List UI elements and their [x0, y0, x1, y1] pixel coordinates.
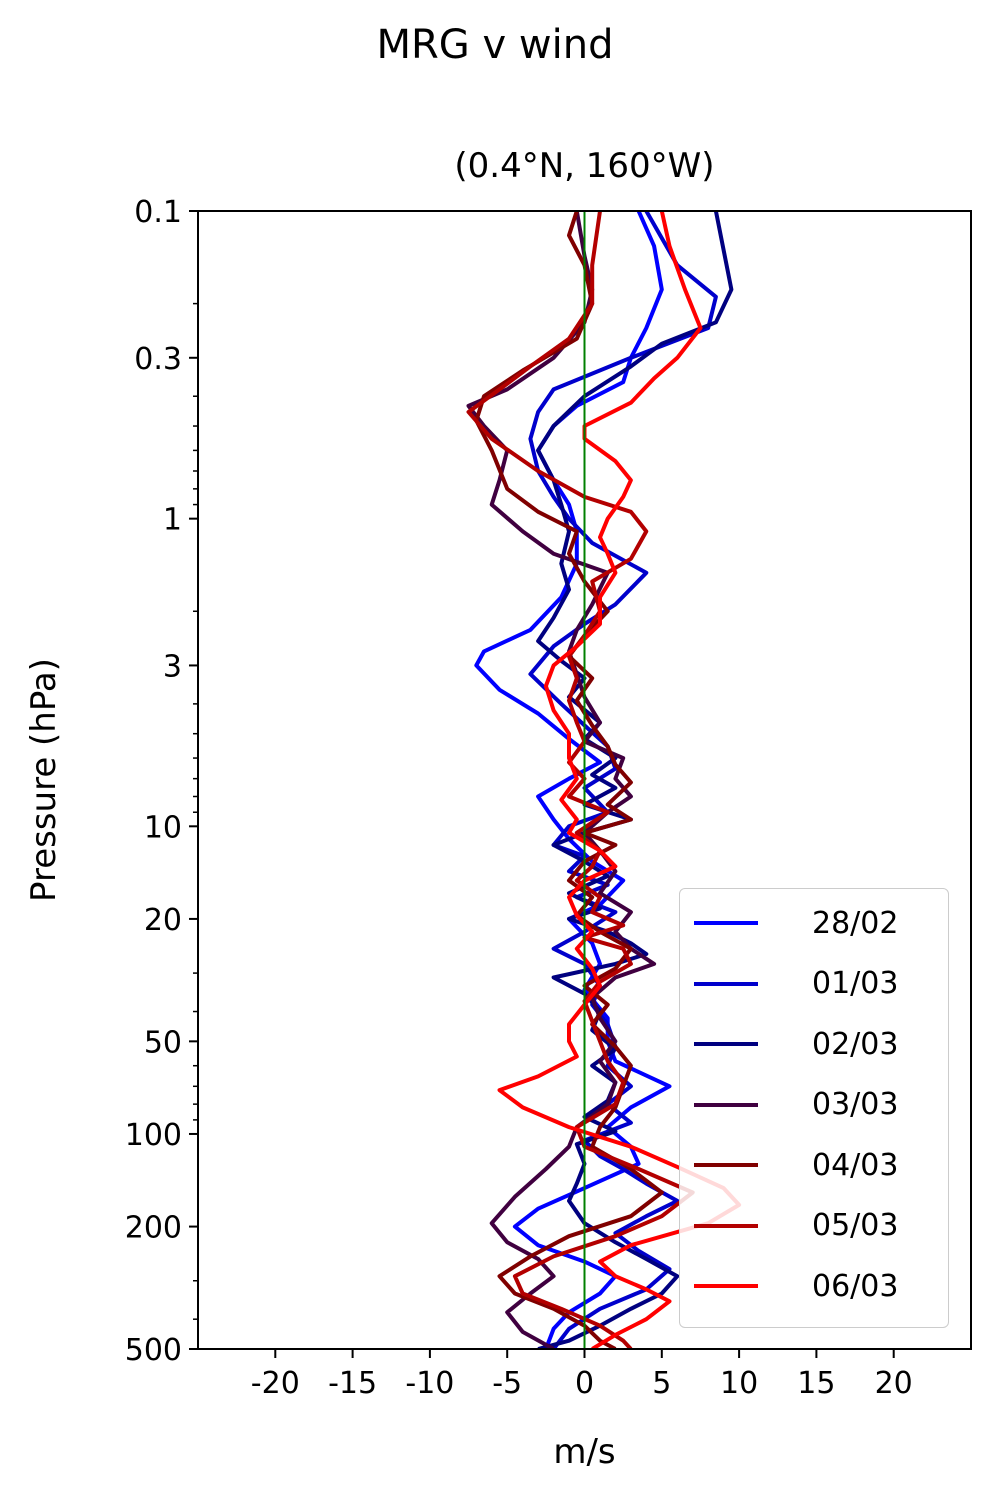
y-tick-label: 500	[125, 1333, 182, 1368]
legend-swatch	[694, 981, 758, 986]
x-tick-label: 20	[875, 1366, 913, 1401]
legend-label: 02/03	[812, 1026, 899, 1062]
legend-label: 05/03	[812, 1208, 899, 1244]
x-tick-label: 10	[720, 1366, 758, 1401]
y-axis-label: Pressure (hPa)	[24, 658, 64, 902]
y-tick-label: 50	[144, 1025, 182, 1060]
y-tick-label: 1	[163, 503, 182, 538]
legend-swatch	[694, 1163, 758, 1168]
x-tick-label: -5	[492, 1366, 522, 1401]
x-axis-label: m/s	[553, 1432, 616, 1472]
legend-label: 04/03	[812, 1147, 899, 1183]
x-tick-label: -15	[328, 1366, 377, 1401]
x-tick-label: 0	[575, 1366, 594, 1401]
figure-title: MRG v wind	[376, 22, 614, 68]
y-tick-label: 0.1	[134, 195, 182, 230]
legend-item: 06/03	[680, 1256, 948, 1317]
legend-label: 06/03	[812, 1268, 899, 1304]
legend-label: 01/03	[812, 966, 899, 1002]
legend-item: 01/03	[680, 954, 948, 1015]
y-tick-label: 0.3	[134, 342, 182, 377]
legend-item: 03/03	[680, 1075, 948, 1136]
y-tick-label: 10	[144, 810, 182, 845]
legend-swatch	[694, 921, 758, 926]
legend-swatch	[694, 1284, 758, 1289]
x-tick-label: -10	[405, 1366, 454, 1401]
y-tick-label: 100	[125, 1118, 182, 1153]
legend-item: 04/03	[680, 1135, 948, 1196]
x-tick-label: -20	[251, 1366, 300, 1401]
x-tick-label: 15	[797, 1366, 835, 1401]
legend-item: 02/03	[680, 1014, 948, 1075]
y-axis: 0.1 0.3 1 3 10 20 50 100 200 500	[125, 195, 198, 1368]
legend-label: 28/02	[812, 905, 899, 941]
axes-subtitle: (0.4°N, 160°W)	[454, 146, 715, 186]
legend-swatch	[694, 1042, 758, 1047]
legend-swatch	[694, 1102, 758, 1107]
y-tick-label: 200	[125, 1211, 182, 1246]
y-tick-label: 20	[144, 903, 182, 938]
legend-label: 03/03	[812, 1087, 899, 1123]
x-tick-label: 5	[652, 1366, 671, 1401]
legend-swatch	[694, 1223, 758, 1228]
series-line-03-03	[466, 211, 657, 1349]
y-tick-label: 3	[163, 649, 182, 684]
legend-item: 05/03	[680, 1196, 948, 1257]
legend: 28/02 01/03 02/03 03/03 04/03 05/03 06/03	[679, 888, 949, 1328]
legend-item: 28/02	[680, 893, 948, 954]
series-line-02-03	[536, 211, 734, 1349]
x-axis: -20 -15 -10 -5 0 5 10 15 20	[251, 1349, 913, 1401]
